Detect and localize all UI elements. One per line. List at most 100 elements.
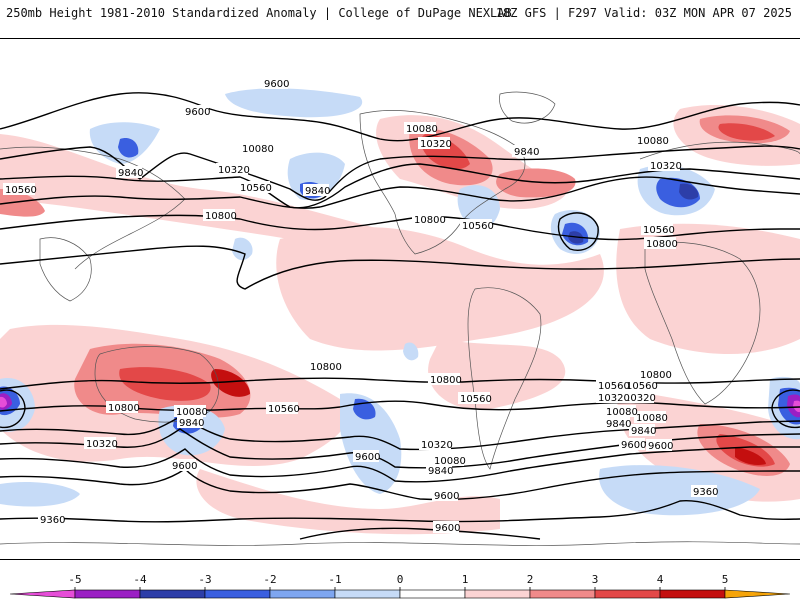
colorbar-arrow-low bbox=[9, 589, 76, 599]
anomaly-neg-13 bbox=[232, 237, 253, 261]
contour-label: 9840 bbox=[179, 418, 204, 429]
contour-label: 10560 bbox=[626, 381, 658, 392]
contour-label: 10080 bbox=[176, 407, 208, 418]
contour-label: 10800 bbox=[310, 362, 342, 373]
colorbar-swatch bbox=[659, 589, 726, 599]
contour-label: 9840 bbox=[305, 186, 330, 197]
contour-label: 10080 bbox=[637, 136, 669, 147]
contour-10800-north bbox=[0, 245, 800, 290]
colorbar-swatch bbox=[594, 589, 661, 599]
contour-label: 10320 bbox=[650, 161, 682, 172]
contour-label: 9840 bbox=[118, 168, 143, 179]
contour-labels: 9600 9600 9840 10080 10320 10560 9840 10… bbox=[3, 77, 718, 534]
contour-label: 10560 bbox=[462, 221, 494, 232]
contour-label: 10800 bbox=[414, 215, 446, 226]
contour-label: 10800 bbox=[430, 375, 462, 386]
colorbar-swatch bbox=[529, 589, 596, 599]
contour-9600-antarctic bbox=[299, 527, 541, 540]
colorbar-swatch bbox=[269, 589, 336, 599]
contour-label: 10320 bbox=[218, 165, 250, 176]
colorbar: -5 -4 -3 -2 -1 0 1 2 3 4 5 bbox=[0, 560, 800, 600]
anomaly-map: 9600 9600 9840 10080 10320 10560 9840 10… bbox=[0, 38, 800, 560]
header: 250mb Height 1981-2010 Standardized Anom… bbox=[0, 0, 800, 38]
anomaly-pos4-1 bbox=[211, 369, 250, 397]
anomaly-pos4-2 bbox=[735, 447, 766, 466]
contour-label: 10320 bbox=[86, 439, 118, 450]
colorbar-tick-label: -1 bbox=[328, 573, 341, 586]
anomaly-neg-8 bbox=[340, 393, 402, 494]
contour-label: 9600 bbox=[648, 441, 673, 452]
contour-10800-south bbox=[0, 377, 800, 390]
contour-label: 10560 bbox=[268, 404, 300, 415]
colorbar-tick-label: -2 bbox=[263, 573, 276, 586]
contour-label: 9600 bbox=[185, 107, 210, 118]
anomaly-neg5-2 bbox=[793, 400, 800, 413]
colorbar-swatch bbox=[464, 589, 531, 599]
contour-9840-south bbox=[0, 446, 800, 483]
colorbar-tick-label: 3 bbox=[592, 573, 599, 586]
contour-label: 10800 bbox=[640, 370, 672, 381]
colorbar-swatch bbox=[74, 589, 141, 599]
contour-label: 10800 bbox=[108, 403, 140, 414]
colorbar-swatch bbox=[139, 589, 206, 599]
south-america-outline bbox=[467, 287, 542, 470]
anomaly-neg-14 bbox=[403, 342, 419, 361]
anomaly-neg5-1 bbox=[0, 396, 7, 408]
anomaly-pos2-6 bbox=[0, 189, 45, 217]
colorbar-tick-label: -5 bbox=[68, 573, 81, 586]
map-svg: 9600 9600 9840 10080 10320 10560 9840 10… bbox=[0, 77, 800, 546]
contour-label: 10800 bbox=[205, 211, 237, 222]
closed-low-indian bbox=[0, 389, 26, 429]
contour-label: 10080 bbox=[434, 456, 466, 467]
anomaly-pos-4 bbox=[428, 339, 566, 410]
closed-low-pacific-east bbox=[771, 389, 800, 429]
colorbar-svg: -5 -4 -3 -2 -1 0 1 2 3 4 5 bbox=[9, 573, 791, 599]
greenland-outline bbox=[499, 91, 556, 124]
contour-10320-north bbox=[0, 176, 800, 209]
contour-label: 9360 bbox=[693, 487, 718, 498]
contour-label: 9600 bbox=[264, 79, 289, 90]
contour-9600-north bbox=[0, 92, 800, 142]
anomaly-pos-5 bbox=[616, 223, 800, 354]
contour-label: 10560 bbox=[598, 381, 630, 392]
southeast-asia-outline bbox=[39, 237, 92, 302]
colorbar-tick-label: 1 bbox=[462, 573, 469, 586]
contour-label: 10080 bbox=[636, 413, 668, 424]
contour-label: 10560 bbox=[5, 185, 37, 196]
colorbar-tick-label: 2 bbox=[527, 573, 534, 586]
colorbar-tick-label: -4 bbox=[133, 573, 147, 586]
colorbar-tick-label: 5 bbox=[722, 573, 729, 586]
contour-label: 9840 bbox=[631, 426, 656, 437]
colorbar-swatch bbox=[204, 589, 271, 599]
anomaly-neg-4 bbox=[457, 185, 500, 229]
anomaly-pos-2 bbox=[276, 227, 604, 351]
model-valid-time: 18Z GFS | F297 Valid: 03Z MON APR 07 202… bbox=[495, 6, 792, 20]
contour-label: 9840 bbox=[514, 147, 539, 158]
africa-outline bbox=[644, 241, 761, 405]
contour-label: 9600 bbox=[434, 491, 459, 502]
anomaly-pos2-3 bbox=[496, 168, 576, 198]
anomaly-neg3-1 bbox=[679, 183, 699, 200]
anomaly-pos3-4 bbox=[718, 123, 775, 141]
contour-label: 10080 bbox=[406, 124, 438, 135]
contour-label: 9600 bbox=[355, 452, 380, 463]
anomaly-pos-1 bbox=[0, 134, 380, 254]
contour-label: 9600 bbox=[435, 523, 460, 534]
colorbar-arrow-high bbox=[724, 589, 791, 599]
colorbar-swatch bbox=[399, 589, 466, 599]
contour-label: 10320 bbox=[421, 440, 453, 451]
contour-label: 10320 bbox=[598, 393, 630, 404]
colorbar-tick-label: 0 bbox=[397, 573, 404, 586]
land-outlines bbox=[0, 91, 800, 546]
colorbar-tick-label: 4 bbox=[657, 573, 664, 586]
anomaly-neg-9 bbox=[599, 465, 760, 516]
closed-low-atlantic bbox=[557, 212, 599, 251]
contour-label: 9360 bbox=[40, 515, 65, 526]
contour-label: 10320 bbox=[420, 139, 452, 150]
contour-label: 9600 bbox=[172, 461, 197, 472]
colorbar-swatch bbox=[334, 589, 401, 599]
anomaly-neg-12 bbox=[0, 482, 80, 507]
colorbar-tick-label: -3 bbox=[198, 573, 211, 586]
contour-label: 10080 bbox=[606, 407, 638, 418]
contour-9600-south bbox=[0, 468, 800, 501]
